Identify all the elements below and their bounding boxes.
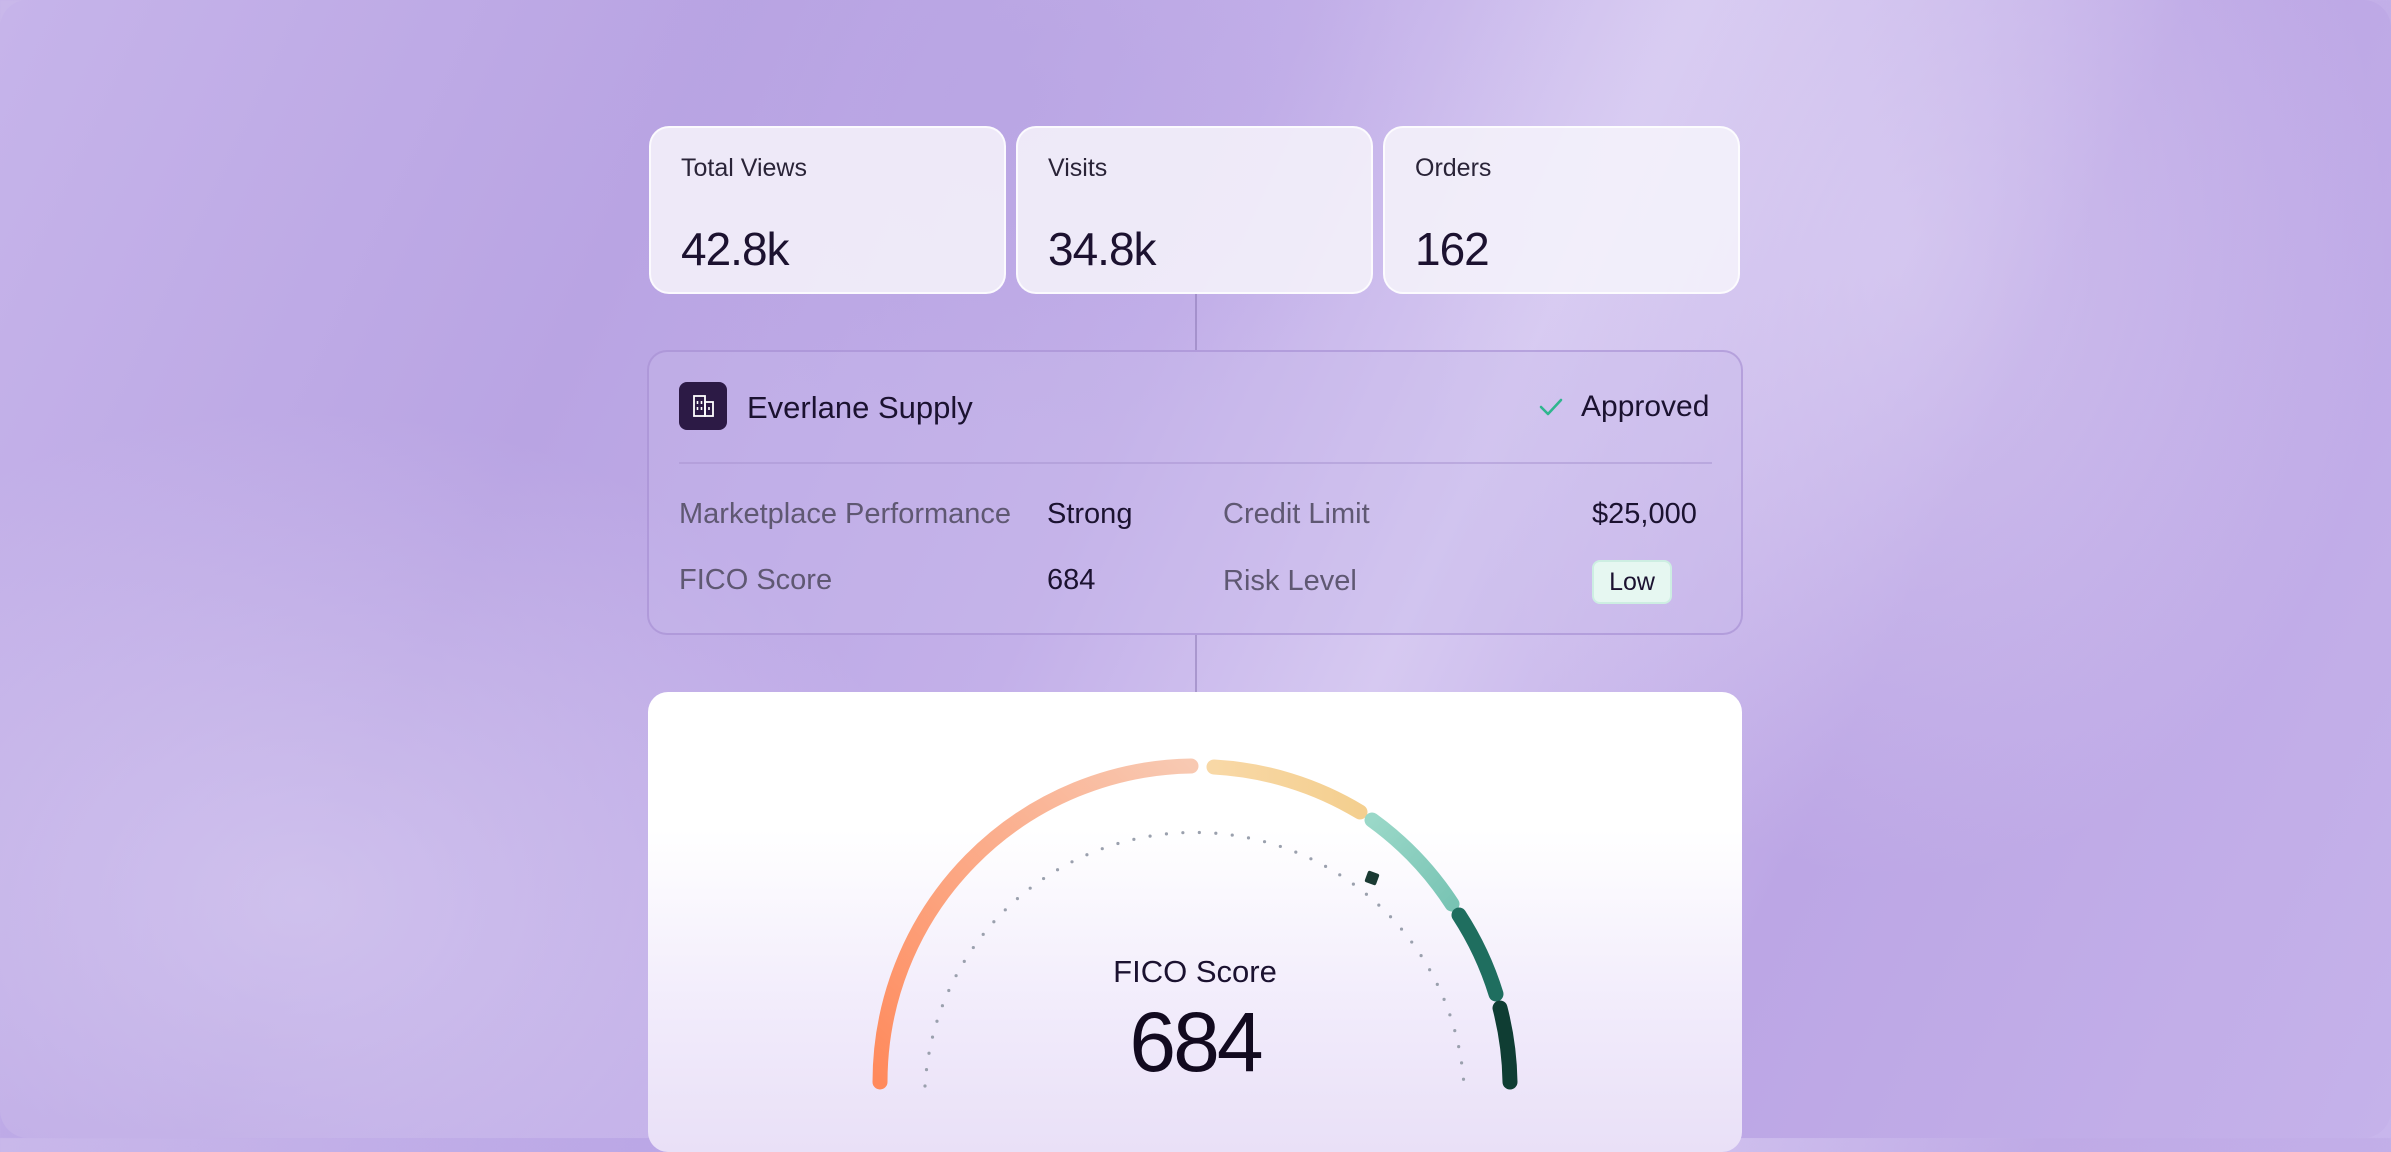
gauge-marker	[1364, 870, 1380, 886]
gauge-title: FICO Score	[1113, 954, 1277, 989]
gauge-segment-poor	[872, 758, 1199, 1090]
metric-card-orders[interactable]: Orders 162	[1383, 126, 1740, 294]
gauge-segment-fair	[1206, 759, 1368, 820]
building-icon	[679, 382, 727, 430]
metric-card-total-views[interactable]: Total Views 42.8k	[649, 126, 1006, 294]
gauge-segment-good	[1364, 812, 1460, 912]
gauge-segment-excellent	[1492, 1000, 1518, 1090]
metric-value: 34.8k	[1048, 223, 1157, 275]
company-card[interactable]: Everlane Supply Approved Marketplace Per…	[647, 350, 1743, 635]
metric-value: 162	[1415, 223, 1490, 275]
connector-line	[1195, 635, 1197, 692]
gauge-segment-very-good	[1451, 907, 1504, 1002]
credit-limit-value: $25,000	[1592, 498, 1697, 530]
fico-gauge-card: FICO Score 684	[648, 692, 1742, 1152]
fico-score-value: 684	[1047, 564, 1096, 596]
metric-label: Orders	[1415, 154, 1492, 182]
credit-limit-label: Credit Limit	[1223, 498, 1370, 530]
gauge-value: 684	[1129, 995, 1263, 1089]
risk-level-badge: Low	[1592, 560, 1672, 604]
marketplace-performance-label: Marketplace Performance	[679, 498, 1012, 530]
metric-label: Visits	[1048, 154, 1108, 182]
metric-card-visits[interactable]: Visits 34.8k	[1016, 126, 1373, 294]
metric-label: Total Views	[681, 154, 807, 182]
metric-value: 42.8k	[681, 223, 790, 275]
divider	[679, 462, 1712, 464]
fico-gauge	[872, 758, 1518, 1090]
marketplace-performance-value: Strong	[1047, 498, 1133, 530]
connector-line	[1195, 294, 1197, 350]
risk-level-label: Risk Level	[1223, 565, 1357, 597]
status-label: Approved	[1581, 390, 1710, 423]
company-name: Everlane Supply	[747, 390, 973, 425]
fico-score-label: FICO Score	[679, 564, 833, 596]
check-icon	[1539, 398, 1563, 416]
